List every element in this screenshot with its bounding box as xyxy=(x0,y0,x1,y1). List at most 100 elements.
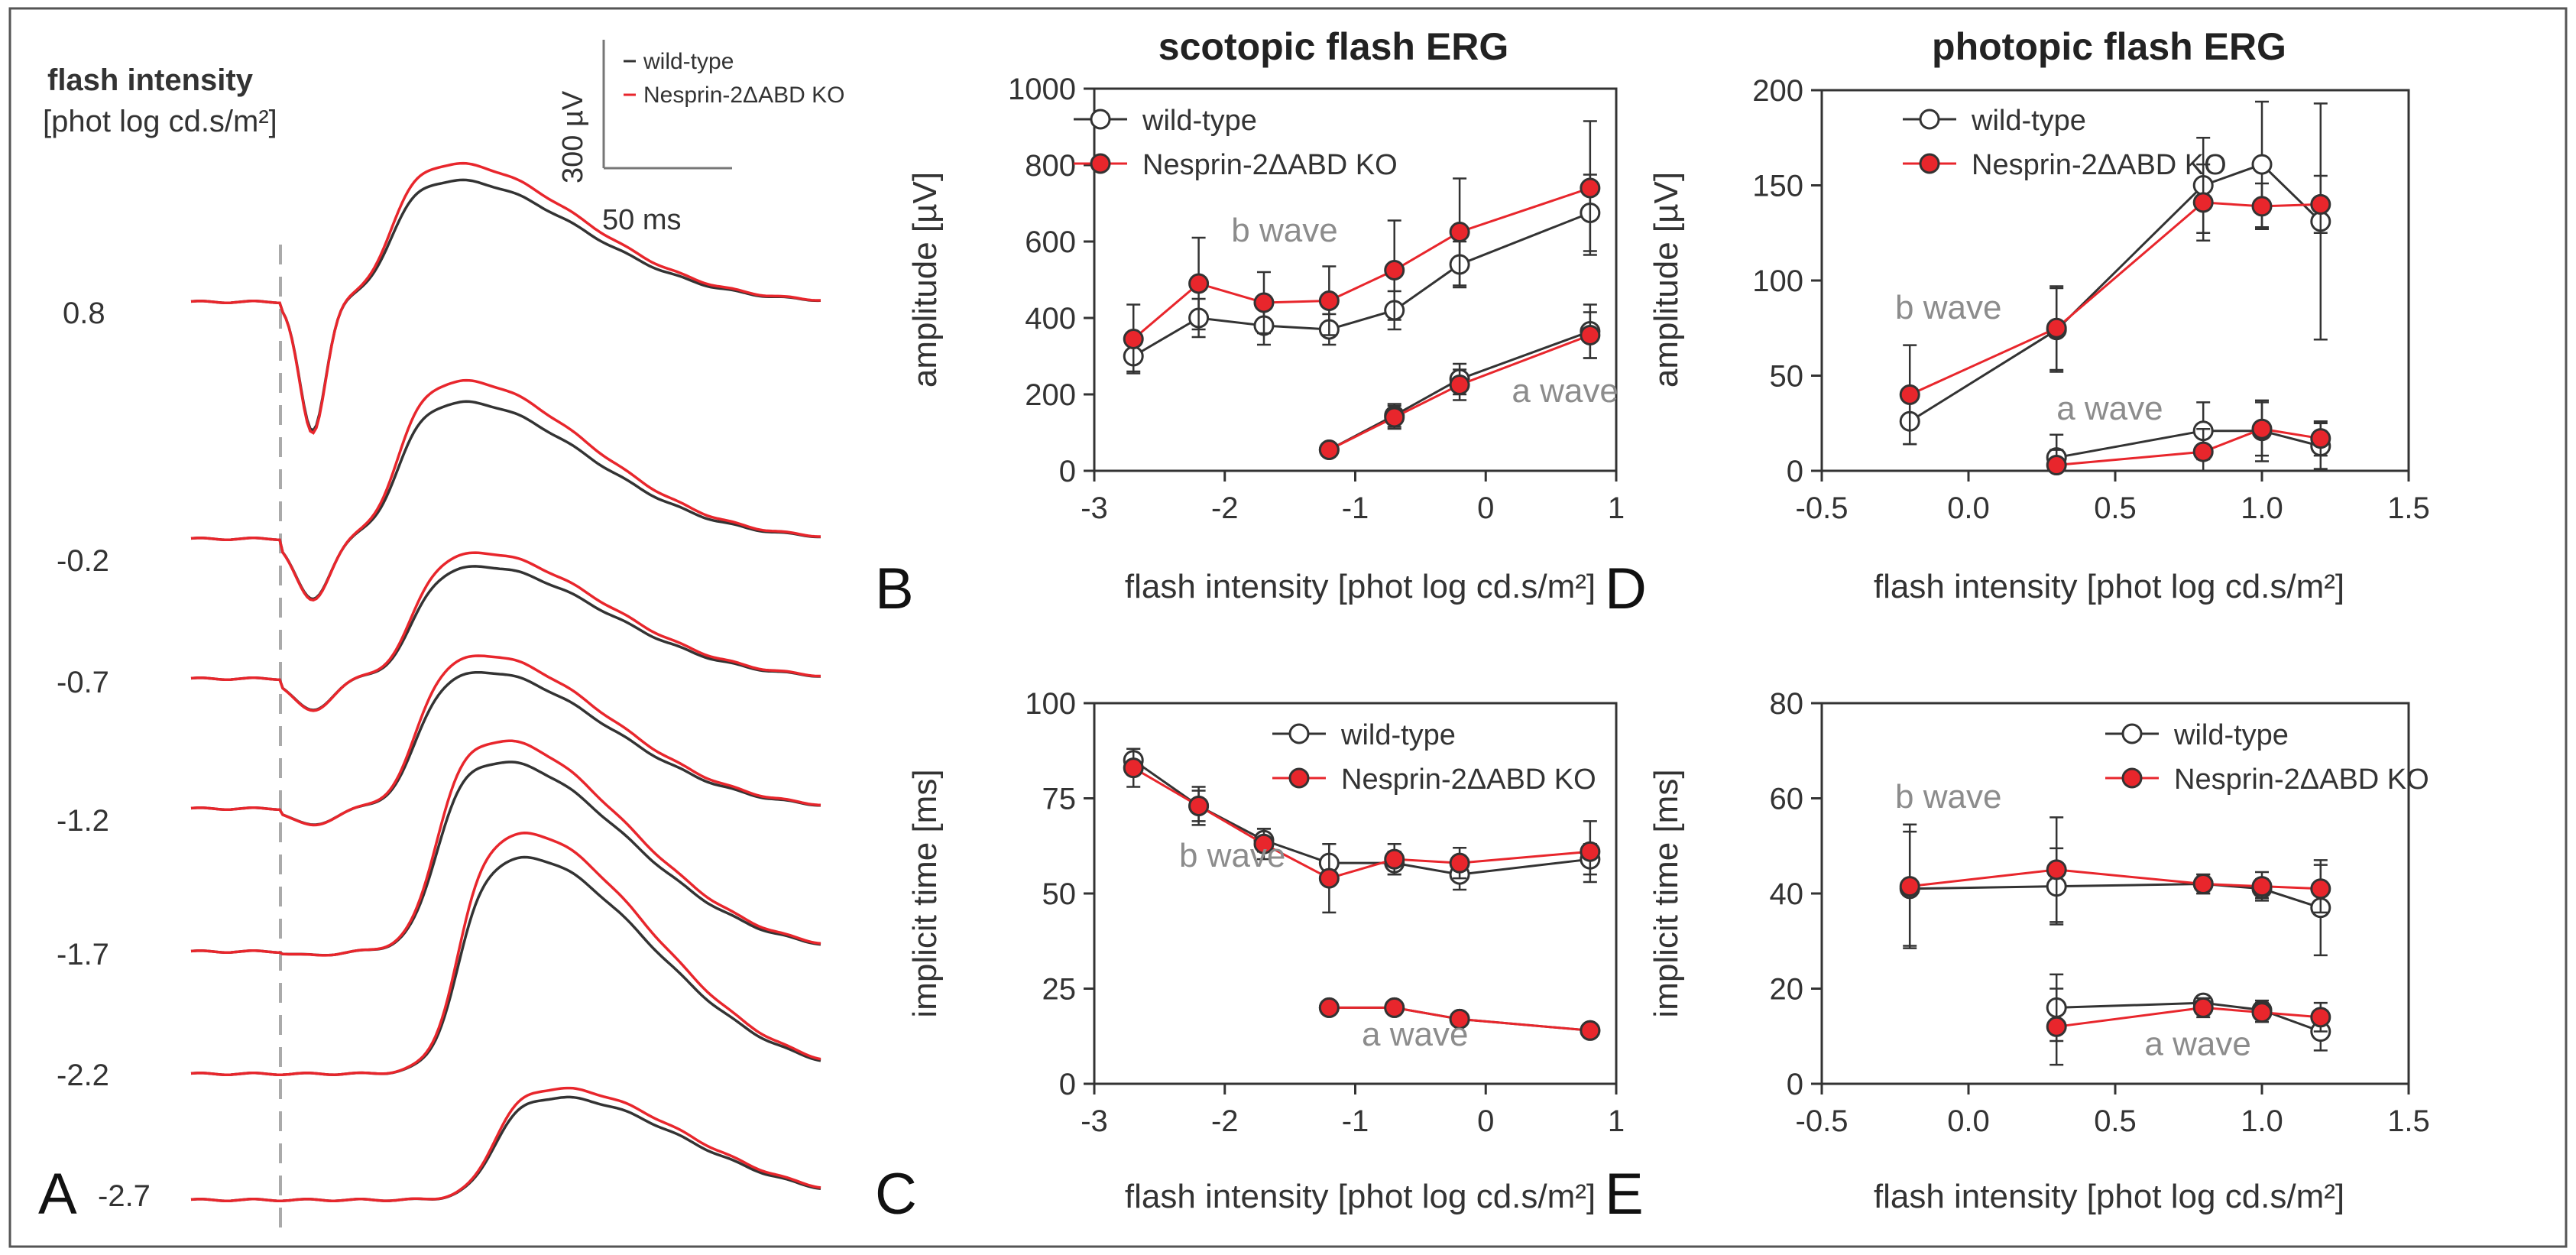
panel-e-photopic-implicit-time: -0.5 0.0 0.5 1.0 1.5 0 20 40 60 80 flash intensity… xyxy=(1605,687,2430,1227)
y-tick-label: 400 xyxy=(1025,302,1076,336)
data-point-ko xyxy=(1384,260,1405,281)
legend-marker-ko xyxy=(1090,153,1111,174)
data-point-ko xyxy=(1449,852,1470,874)
legend-marker-wt xyxy=(1288,723,1310,744)
x-tick-label: -1 xyxy=(1342,491,1369,525)
series-ko-b-wave xyxy=(1899,163,2331,446)
data-point-ko xyxy=(2310,428,2331,449)
erg-trace-nesprin-ko xyxy=(190,739,821,957)
y-tick-label: 40 xyxy=(1770,877,1804,911)
legend-label-ko: Nesprin-2ΔABD KO xyxy=(2174,764,2429,796)
x-tick-label: 1 xyxy=(1608,491,1625,525)
y-tick-label: 50 xyxy=(1042,877,1077,911)
series-ko-b-wave xyxy=(1123,120,1601,375)
x-tick-label: -2 xyxy=(1211,491,1239,525)
x-axis-label: flash intensity [phot log cd.s/m²] xyxy=(1874,568,2344,605)
data-point-ko xyxy=(1123,757,1144,779)
legend-label-ko: Nesprin-2ΔABD KO xyxy=(1142,149,1398,181)
data-point-ko xyxy=(1580,1020,1601,1041)
erg-trace-nesprin-ko xyxy=(190,654,821,827)
legend-label-ko: Nesprin-2ΔABD KO xyxy=(1972,149,2227,181)
x-tick-label: 1.5 xyxy=(2387,1104,2430,1138)
series-ko-a-wave xyxy=(2046,987,2331,1066)
data-point-ko xyxy=(2192,192,2214,213)
data-point-ko xyxy=(2251,1002,2273,1023)
y-axis-label: amplitude [µV] xyxy=(1648,172,1685,388)
data-point-ko xyxy=(2251,196,2273,217)
erg-trace-nesprin-ko xyxy=(190,1086,821,1202)
y-tick-label: 150 xyxy=(1752,170,1803,203)
data-point-ko xyxy=(1899,876,1920,897)
trace-label: 0.8 xyxy=(63,297,105,330)
data-point-ko xyxy=(2310,193,2331,215)
data-point-ko xyxy=(1384,407,1405,428)
y-tick-label: 0 xyxy=(1059,455,1076,488)
series-line xyxy=(2056,430,2322,459)
x-tick-label: -0.5 xyxy=(1796,1104,1849,1138)
x-tick-label: -3 xyxy=(1081,491,1108,525)
legend-marker-ko xyxy=(2121,767,2143,789)
series-line xyxy=(1329,1006,1590,1032)
y-tick-label: 100 xyxy=(1025,687,1076,721)
scale-bar-voltage-label: 300 µV xyxy=(557,90,589,183)
x-axis-label: flash intensity [phot log cd.s/m²] xyxy=(1125,1178,1596,1215)
y-axis-label: amplitude [µV] xyxy=(906,172,944,388)
y-axis-label: implicit time [ms] xyxy=(906,769,944,1017)
data-point-ko xyxy=(1253,833,1275,855)
y-tick-label: 800 xyxy=(1025,149,1076,183)
data-point-ko xyxy=(1188,795,1210,816)
data-point-ko xyxy=(1384,997,1405,1018)
x-tick-label: 1.5 xyxy=(2387,491,2430,525)
x-axis-label: flash intensity [phot log cd.s/m²] xyxy=(1874,1178,2344,1215)
chart-title: photopic flash ERG xyxy=(1932,25,2286,68)
y-tick-label: 25 xyxy=(1042,973,1077,1007)
series-ko-b-wave xyxy=(1123,747,1601,914)
series-line xyxy=(2056,427,2322,467)
data-point-ko xyxy=(1580,177,1601,199)
erg-traces xyxy=(190,161,821,1202)
erg-trace-nesprin-ko xyxy=(190,551,821,712)
data-point-ko xyxy=(1899,384,1920,405)
wave-annotation: b wave xyxy=(1179,837,1285,874)
panel-letter: B xyxy=(875,556,914,621)
data-point-wt xyxy=(2251,154,2273,175)
wave-annotation: a wave xyxy=(2144,1026,2250,1063)
panel-a-letter: A xyxy=(38,1162,77,1227)
x-tick-label: 0.0 xyxy=(1947,1104,1990,1138)
legend-wt-label: wild-type xyxy=(643,49,734,74)
panel-d-photopic-amplitude: -0.5 0.0 0.5 1.0 1.5 0 50 100 150 200 flash intens… xyxy=(1605,25,2430,621)
data-point-ko xyxy=(2251,876,2273,897)
y-tick-label: 100 xyxy=(1752,264,1803,298)
data-point-ko xyxy=(1123,329,1144,349)
x-tick-label: -2 xyxy=(1211,1104,1239,1138)
x-tick-label: 1 xyxy=(1608,1104,1625,1138)
data-point-ko xyxy=(1449,222,1470,242)
wave-annotation: a wave xyxy=(1512,372,1618,410)
legend-marker-wt xyxy=(1090,109,1111,130)
data-point-ko xyxy=(2046,859,2067,880)
series-ko-b-wave xyxy=(1899,816,2331,949)
series-line xyxy=(1328,334,1591,451)
panel-a-subtitle: [phot log cd.s/m²] xyxy=(43,105,277,138)
data-point-ko xyxy=(1318,997,1340,1018)
data-point-ko xyxy=(2046,1016,2067,1037)
y-tick-label: 75 xyxy=(1042,783,1077,816)
data-point-ko xyxy=(1580,325,1601,345)
data-point-ko xyxy=(1318,290,1340,311)
panel-c-scotopic-implicit-time: -3 -2 -1 0 1 0 25 50 75 100 flash intensity [phot … xyxy=(875,687,1625,1227)
wave-annotation: b wave xyxy=(1895,778,2001,816)
y-tick-label: 200 xyxy=(1752,74,1803,108)
x-tick-label: 0.5 xyxy=(2094,1104,2137,1138)
data-point-ko xyxy=(2046,317,2067,339)
y-tick-label: 0 xyxy=(1059,1068,1076,1101)
y-tick-label: 600 xyxy=(1025,225,1076,259)
x-tick-label: -0.5 xyxy=(1796,491,1849,525)
legend-marker-wt xyxy=(1919,109,1940,130)
legend-marker-ko xyxy=(1919,153,1940,174)
panel-b-scotopic-amplitude: -3 -2 -1 0 1 0 200 400 600 800 1000 flash intensity… xyxy=(875,25,1625,621)
x-tick-label: -1 xyxy=(1342,1104,1369,1138)
data-point-ko xyxy=(2310,878,2331,900)
data-point-ko xyxy=(2192,997,2214,1018)
wave-annotation: b wave xyxy=(1231,212,1337,249)
erg-trace-nesprin-ko xyxy=(190,832,821,1076)
